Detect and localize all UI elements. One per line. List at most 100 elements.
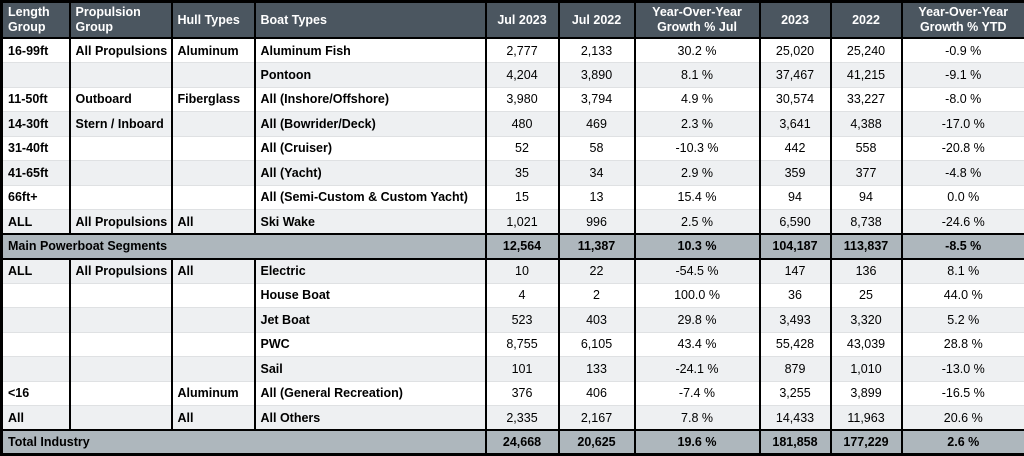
summary-value: 19.6 % (635, 430, 760, 455)
group-cell: All (172, 406, 255, 431)
value-cell: -8.0 % (902, 87, 1024, 112)
value-cell: 2.9 % (635, 161, 760, 186)
group-cell: 11-50ft (2, 87, 70, 112)
value-cell: 13 (559, 185, 635, 210)
value-cell: 6,105 (559, 332, 635, 357)
value-cell: 7.8 % (635, 406, 760, 431)
value-cell: 14,433 (760, 406, 831, 431)
group-cell (2, 308, 70, 333)
group-cell: All Propulsions (70, 259, 172, 284)
value-cell: 94 (760, 185, 831, 210)
column-header-boat-types: Boat Types (255, 2, 486, 39)
group-cell (172, 308, 255, 333)
group-cell (70, 332, 172, 357)
value-cell: -13.0 % (902, 357, 1024, 382)
group-cell (70, 283, 172, 308)
group-cell: All (Bowrider/Deck) (255, 112, 486, 137)
value-cell: 44.0 % (902, 283, 1024, 308)
value-cell: 8.1 % (635, 63, 760, 88)
value-cell: 1,021 (486, 210, 559, 235)
group-cell: Pontoon (255, 63, 486, 88)
value-cell: -0.9 % (902, 38, 1024, 63)
value-cell: 101 (486, 357, 559, 382)
value-cell: 36 (760, 283, 831, 308)
group-cell (172, 185, 255, 210)
group-cell (70, 406, 172, 431)
group-cell: All (2, 406, 70, 431)
group-cell: All Propulsions (70, 38, 172, 63)
group-cell: 66ft+ (2, 185, 70, 210)
value-cell: 2,133 (559, 38, 635, 63)
value-cell: 136 (831, 259, 902, 284)
group-cell: All (172, 210, 255, 235)
group-cell: Electric (255, 259, 486, 284)
value-cell: 20.6 % (902, 406, 1024, 431)
summary-value: 104,187 (760, 234, 831, 259)
value-cell: -16.5 % (902, 381, 1024, 406)
value-cell: 377 (831, 161, 902, 186)
value-cell: 147 (760, 259, 831, 284)
value-cell: 376 (486, 381, 559, 406)
value-cell: 52 (486, 136, 559, 161)
value-cell: 41,215 (831, 63, 902, 88)
summary-value: 20,625 (559, 430, 635, 455)
value-cell: 3,493 (760, 308, 831, 333)
value-cell: 2.5 % (635, 210, 760, 235)
group-cell (172, 136, 255, 161)
value-cell: 3,794 (559, 87, 635, 112)
column-header-2023: 2023 (760, 2, 831, 39)
value-cell: 523 (486, 308, 559, 333)
group-cell (70, 381, 172, 406)
summary-label: Total Industry (2, 430, 486, 455)
group-cell: Aluminum (172, 381, 255, 406)
value-cell: 2 (559, 283, 635, 308)
column-header-2022: 2022 (831, 2, 902, 39)
group-cell: All (Inshore/Offshore) (255, 87, 486, 112)
value-cell: 37,467 (760, 63, 831, 88)
group-cell: 41-65ft (2, 161, 70, 186)
group-cell: All Propulsions (70, 210, 172, 235)
value-cell: 2.3 % (635, 112, 760, 137)
value-cell: 1,010 (831, 357, 902, 382)
value-cell: -20.8 % (902, 136, 1024, 161)
value-cell: -4.8 % (902, 161, 1024, 186)
group-cell (70, 63, 172, 88)
value-cell: 6,590 (760, 210, 831, 235)
group-cell: 31-40ft (2, 136, 70, 161)
value-cell: 30,574 (760, 87, 831, 112)
value-cell: 480 (486, 112, 559, 137)
group-cell: PWC (255, 332, 486, 357)
value-cell: 34 (559, 161, 635, 186)
group-cell: Fiberglass (172, 87, 255, 112)
group-cell (2, 332, 70, 357)
group-cell: All (Yacht) (255, 161, 486, 186)
group-cell: Outboard (70, 87, 172, 112)
summary-value: 2.6 % (902, 430, 1024, 455)
summary-value: -8.5 % (902, 234, 1024, 259)
value-cell: 8.1 % (902, 259, 1024, 284)
summary-value: 10.3 % (635, 234, 760, 259)
group-cell: Jet Boat (255, 308, 486, 333)
value-cell: 403 (559, 308, 635, 333)
column-header-propulsion-group: Propulsion Group (70, 2, 172, 39)
group-cell (2, 357, 70, 382)
summary-value: 181,858 (760, 430, 831, 455)
group-cell: ALL (2, 210, 70, 235)
value-cell: 58 (559, 136, 635, 161)
group-cell: All (172, 259, 255, 284)
value-cell: 10 (486, 259, 559, 284)
group-cell (2, 283, 70, 308)
value-cell: -17.0 % (902, 112, 1024, 137)
value-cell: -9.1 % (902, 63, 1024, 88)
value-cell: 30.2 % (635, 38, 760, 63)
value-cell: -10.3 % (635, 136, 760, 161)
group-cell (70, 161, 172, 186)
